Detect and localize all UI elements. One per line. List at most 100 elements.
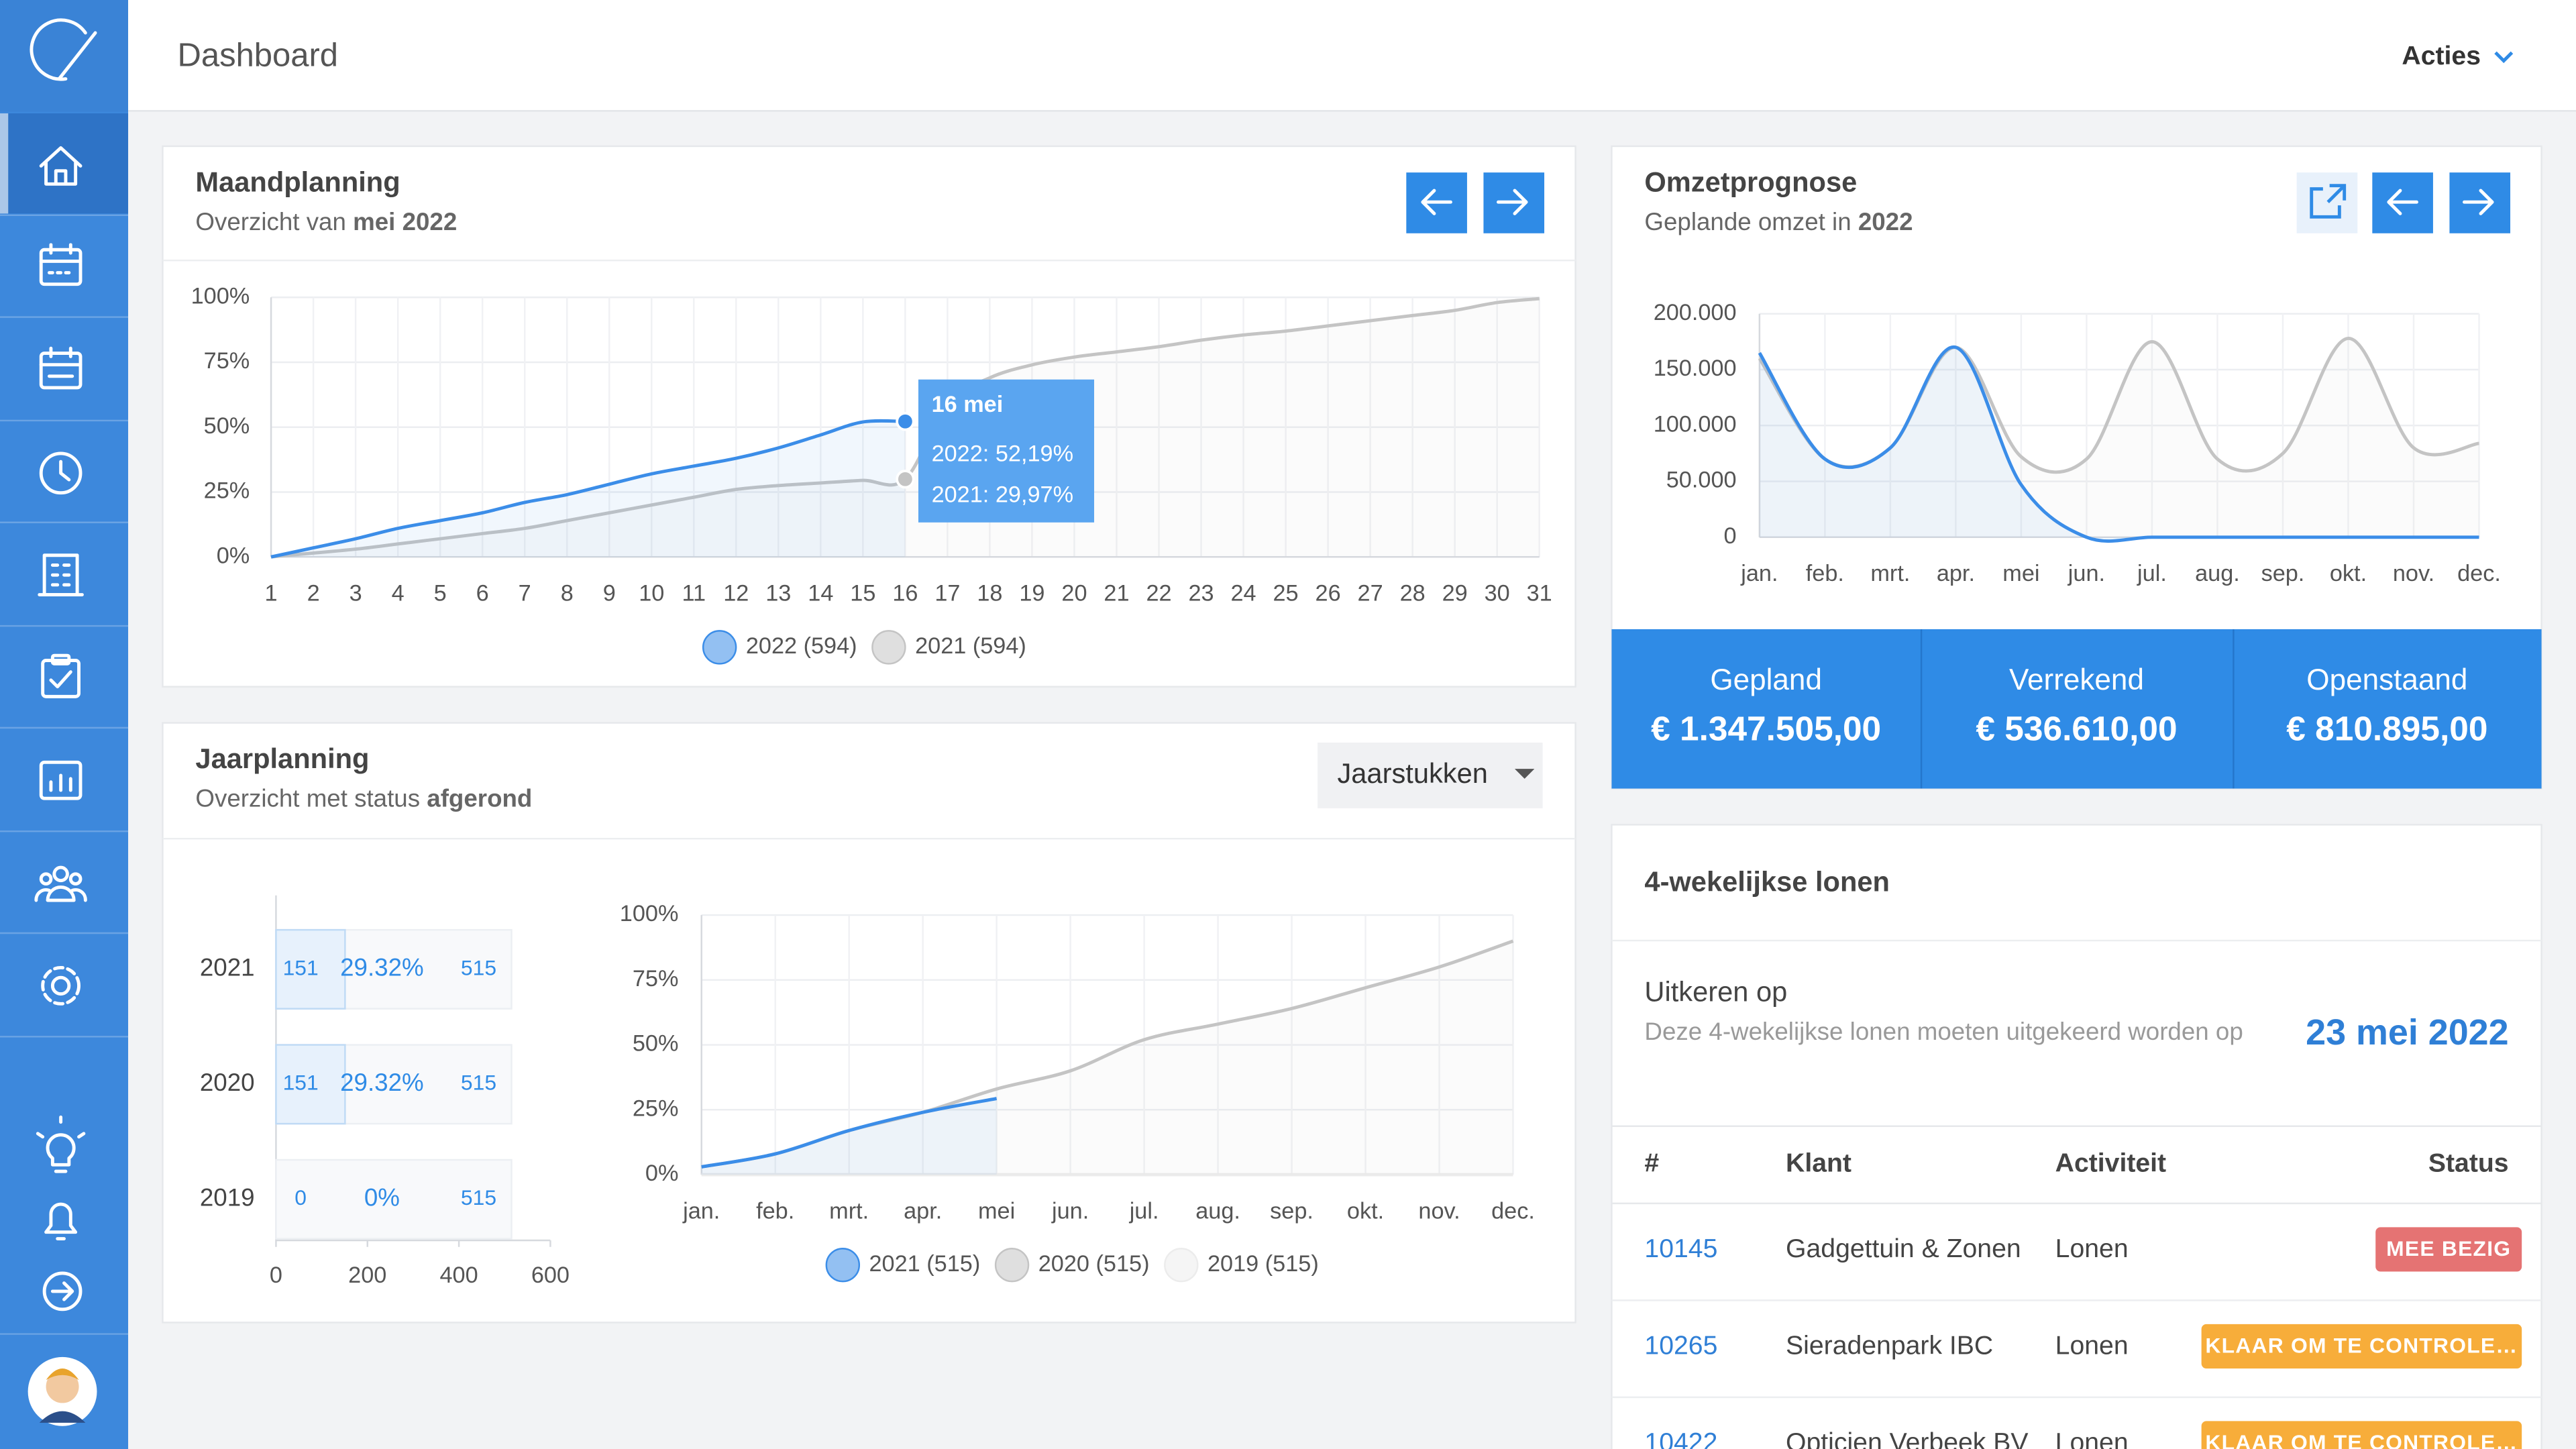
legend-label[interactable]: 2020 (515)	[1038, 1251, 1150, 1277]
x-tick-label: jan.	[682, 1198, 720, 1224]
actions-chevron[interactable]	[2494, 51, 2514, 64]
x-tick-label: 25	[1273, 581, 1299, 606]
legend-label[interactable]: 2021 (594)	[915, 633, 1026, 659]
y-tick-label: 50%	[633, 1031, 679, 1057]
x-tick-label: 200	[348, 1263, 386, 1288]
avatar-hair	[46, 1368, 79, 1381]
open-button[interactable]	[2296, 172, 2358, 233]
panel-title: 4-wekelijkse lonen	[1644, 866, 1890, 898]
page-title: Dashboard	[177, 38, 338, 74]
y-tick-label: 0%	[645, 1161, 679, 1186]
logo	[30, 18, 97, 81]
status-label: KLAAR OM TE CONTROLE…	[2205, 1430, 2518, 1449]
x-tick-label: mei	[978, 1198, 1015, 1224]
row-id[interactable]: 10422	[1644, 1428, 1717, 1449]
y-tick-label: 75%	[204, 348, 250, 374]
status-label: MEE BEZIG	[2386, 1236, 2511, 1260]
actions-menu[interactable]: Acties	[2402, 42, 2481, 70]
x-tick-label: 15	[850, 581, 875, 606]
row-activity: Lonen	[2055, 1234, 2129, 1263]
series-area	[701, 941, 1513, 1175]
x-tick-label: 14	[808, 581, 833, 606]
status-label: KLAAR OM TE CONTROLE…	[2205, 1334, 2518, 1358]
status-badge	[2201, 1324, 2522, 1368]
icon-logout[interactable]	[42, 1271, 83, 1311]
legend-marker[interactable]	[1164, 1248, 1199, 1283]
table: # Klant Activiteit Status 10145 Gadgettuin & …	[1611, 1149, 2542, 1449]
icon-idea[interactable]	[36, 1115, 86, 1173]
row-id[interactable]: 10265	[1644, 1332, 1717, 1360]
row-client: Opticien Verbeek BV	[1786, 1428, 2028, 1449]
series-line	[270, 419, 906, 559]
select-caret	[1514, 769, 1535, 779]
select[interactable]	[1318, 742, 1543, 808]
subtitle-bold: mei 2022	[353, 208, 457, 235]
avatar-face	[46, 1370, 79, 1403]
x-tick-label: okt.	[1347, 1198, 1384, 1224]
icon-report[interactable]	[39, 760, 83, 800]
icon-building[interactable]	[38, 553, 84, 596]
legend-marker[interactable]	[994, 1248, 1030, 1283]
y-tick-label: 200.000	[1654, 300, 1737, 325]
bar-value-label: 151	[283, 1071, 319, 1095]
x-tick-label: 5	[434, 581, 447, 606]
arrow-left	[1421, 189, 1452, 215]
subtitle-text: Overzicht van	[195, 208, 345, 235]
icon-clock[interactable]	[39, 451, 83, 495]
status-badge	[2201, 1421, 2522, 1449]
x-tick-label: 10	[639, 581, 664, 606]
y-tick-label: 2021	[200, 954, 255, 981]
icon-bell[interactable]	[44, 1202, 78, 1240]
row-client: Sieradenpark IBC	[1786, 1332, 1993, 1360]
legend-marker[interactable]	[825, 1248, 861, 1283]
tooltip	[918, 379, 1095, 523]
sidebar	[0, 0, 129, 1449]
row-id[interactable]: 10145	[1644, 1234, 1717, 1263]
totals-strip	[1611, 629, 2542, 789]
x-tick-label: 29	[1442, 581, 1468, 606]
panel-subtitle: Geplande omzet in 2022	[1644, 208, 1913, 235]
row-activity: Lonen	[2055, 1332, 2129, 1360]
icon-home[interactable]	[39, 146, 83, 186]
x-tick-label: 30	[1485, 581, 1510, 606]
x-tick-label: 2	[307, 581, 320, 606]
legend-label[interactable]: 2022 (594)	[746, 633, 857, 659]
bar-share-label: 0%	[364, 1183, 400, 1211]
y-tick-label: 100%	[620, 901, 679, 926]
y-tick-label: 50.000	[1666, 468, 1737, 493]
x-tick-label: 0	[270, 1263, 282, 1288]
total-label: Gepland	[1710, 663, 1822, 696]
hover-point	[896, 412, 915, 431]
legend-marker[interactable]	[702, 630, 737, 665]
x-tick-label: 3	[350, 581, 362, 606]
icon-planning[interactable]	[39, 346, 83, 390]
y-tick-label: 0	[1724, 523, 1737, 549]
x-tick-label: 26	[1316, 581, 1341, 606]
legend-label[interactable]: 2019 (515)	[1208, 1251, 1319, 1277]
legend-marker[interactable]	[871, 630, 906, 665]
bar-done	[275, 1044, 346, 1125]
column-header: Klant	[1786, 1149, 1851, 1178]
x-tick-label: feb.	[1806, 561, 1844, 586]
y-tick-label: 2020	[200, 1069, 255, 1096]
x-tick-label: jan.	[1740, 561, 1778, 586]
x-tick-label: 19	[1019, 581, 1044, 606]
x-tick-label: mrt.	[1870, 561, 1910, 586]
icon-settings[interactable]	[41, 966, 80, 1006]
y-tick-label: 100.000	[1654, 411, 1737, 437]
bar-total	[275, 1159, 513, 1240]
select-value[interactable]: Jaarstukken	[1337, 757, 1487, 789]
y-tick-label: 150.000	[1654, 356, 1737, 381]
icon-external	[2310, 184, 2347, 219]
legend-label[interactable]: 2021 (515)	[869, 1251, 981, 1277]
x-tick-label: aug.	[1195, 1198, 1240, 1224]
nav-home-active[interactable]	[0, 113, 129, 214]
total-value: € 810.895,00	[2286, 708, 2487, 747]
icon-tasks[interactable]	[41, 653, 80, 698]
icon-calendar[interactable]	[39, 243, 83, 286]
icon-team[interactable]	[34, 865, 87, 902]
x-tick-label: dec.	[1491, 1198, 1535, 1224]
x-tick-label: 31	[1527, 581, 1552, 606]
x-tick-label: 4	[392, 581, 405, 606]
y-tick-label: 100%	[191, 283, 250, 309]
